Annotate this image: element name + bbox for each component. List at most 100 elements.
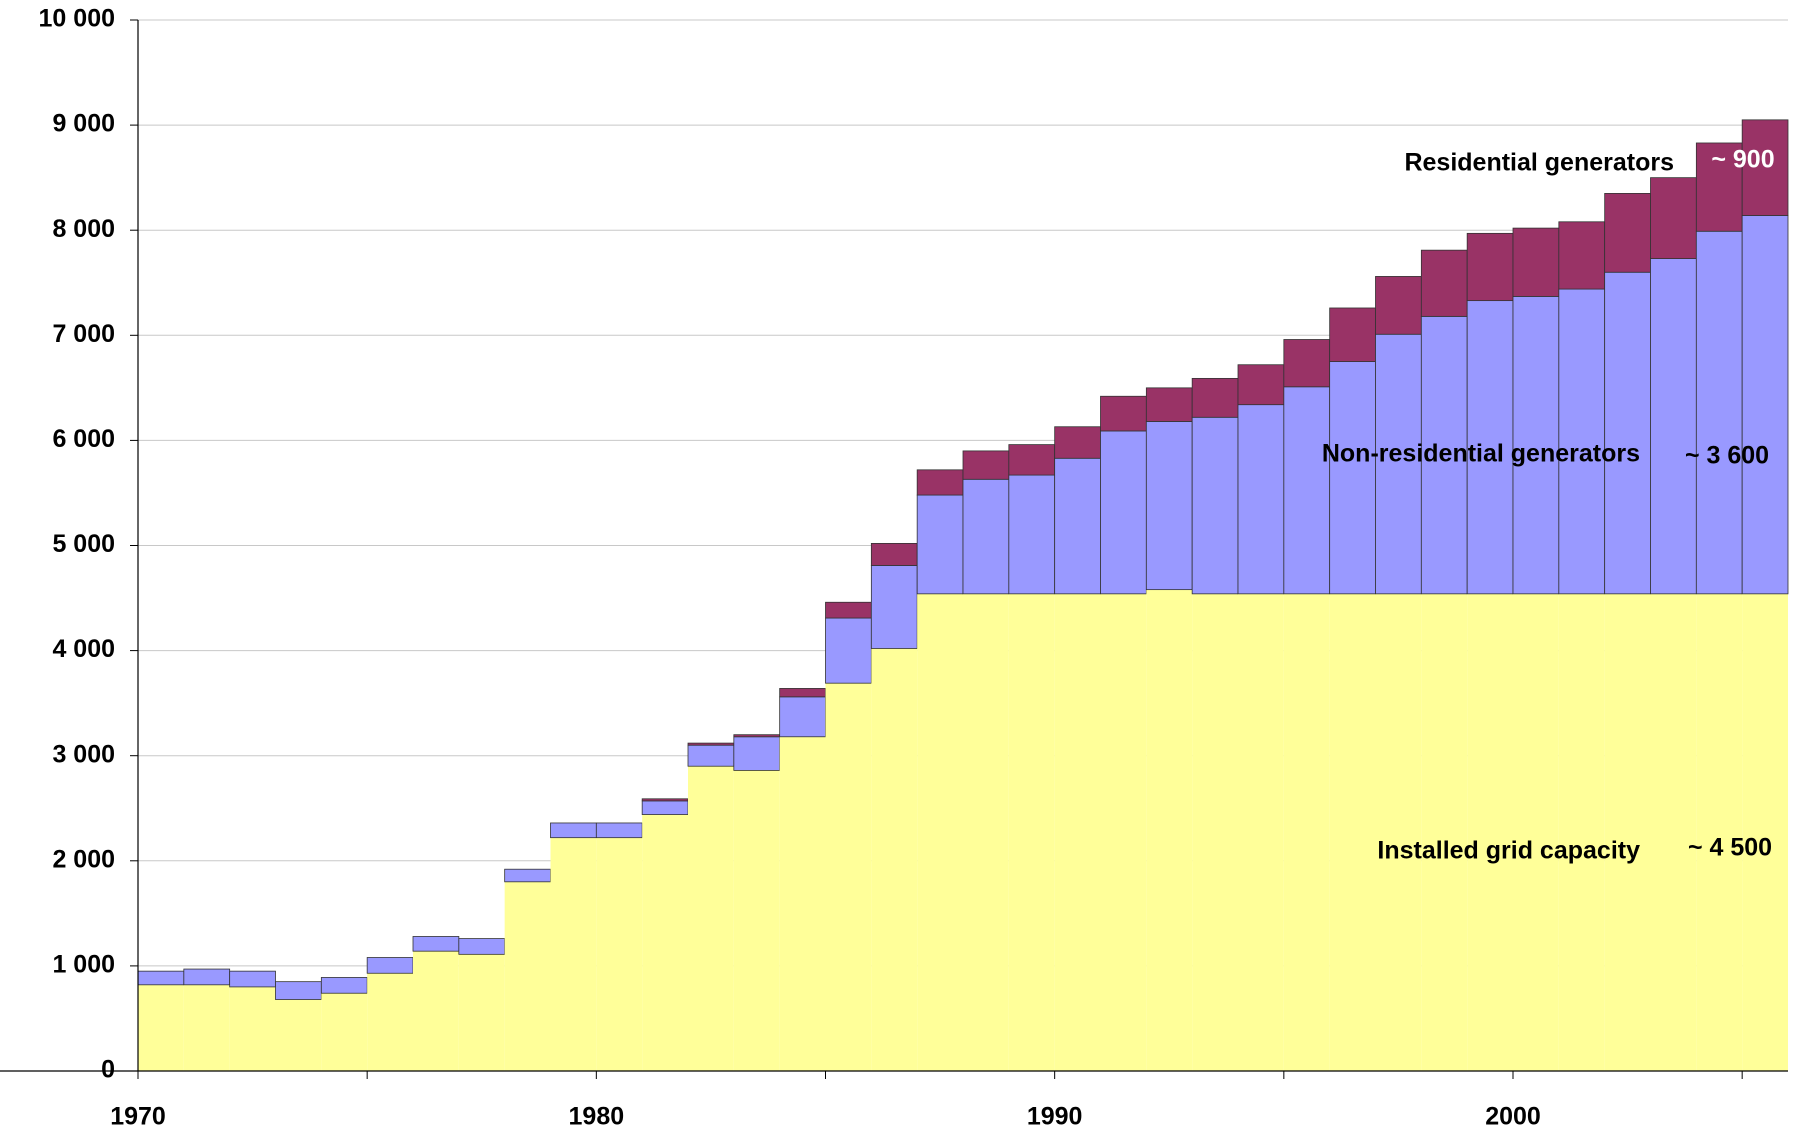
bar-segment [1741, 215, 1789, 595]
bar-segment [870, 565, 918, 649]
bar-segment [504, 881, 551, 1071]
bar-segment [962, 478, 1010, 595]
bar-segment [687, 744, 735, 767]
x-tick-label: 1970 [110, 1103, 166, 1131]
bar-segment [1283, 339, 1331, 388]
bar-segment [779, 688, 826, 698]
bar-segment [1650, 177, 1697, 259]
bar-segment [1650, 258, 1697, 595]
bar-segment [412, 936, 460, 952]
bar-segment [642, 814, 688, 1071]
bar-segment [871, 648, 918, 1071]
bar-segment [1283, 386, 1331, 595]
bar-segment [1146, 589, 1193, 1071]
bar-segment [1008, 593, 1055, 1071]
bar-segment [1329, 307, 1376, 362]
bar-segment [1650, 593, 1697, 1071]
bar-segment [1375, 276, 1422, 335]
bar-segment [733, 734, 781, 738]
bar-segment [1329, 361, 1376, 595]
y-tick-label: 8 000 [52, 215, 115, 243]
series-label: Non-residential generators [1322, 440, 1640, 468]
bar-segment [688, 766, 734, 1071]
annotation: ~ 900 [1711, 146, 1774, 174]
bar-segment [367, 973, 413, 1071]
y-tick-label: 3 000 [52, 740, 115, 768]
y-tick-label: 1 000 [52, 951, 115, 979]
bar-segment [320, 977, 368, 994]
bar-segment [825, 683, 872, 1071]
bar-segment [138, 984, 184, 1071]
bar-segment [1191, 377, 1239, 418]
y-tick-label: 6 000 [52, 425, 115, 453]
bar-segment [1008, 474, 1056, 595]
bar-segment [366, 957, 414, 974]
bar-segment [1512, 227, 1560, 297]
bar-segment [1513, 593, 1559, 1071]
bar-segment [1467, 593, 1513, 1071]
bar-segment [917, 593, 963, 1071]
bar-segment [1283, 593, 1330, 1071]
bar-segment [1054, 593, 1101, 1071]
y-tick-label: 2 000 [52, 845, 115, 873]
bar-segment [1420, 249, 1468, 317]
bar-segment [458, 938, 506, 955]
bar-segment [1329, 593, 1376, 1071]
y-tick-label: 7 000 [52, 320, 115, 348]
bar-segment [229, 986, 276, 1071]
series-label: Residential generators [1404, 149, 1674, 177]
bar-segment [458, 954, 505, 1071]
bar-segment [183, 968, 231, 986]
bar-segment [1696, 593, 1743, 1071]
bar-segment [550, 822, 597, 839]
bar-segment [962, 450, 1010, 480]
series-label: Installed grid capacity [1377, 837, 1640, 865]
bar-segment [916, 469, 964, 496]
bar-segment [1100, 430, 1147, 595]
bar-segment [504, 868, 551, 883]
bar-segment [550, 837, 597, 1071]
y-tick-label: 0 [101, 1056, 115, 1084]
bar-segment [1695, 230, 1743, 595]
bar-segment [1742, 593, 1788, 1071]
bar-segment [1695, 142, 1743, 232]
bar-segment [1421, 593, 1468, 1071]
bar-segment [1145, 421, 1193, 591]
annotation: ~ 3 600 [1685, 442, 1769, 470]
bar-segment [963, 593, 1009, 1071]
y-tick-label: 5 000 [52, 530, 115, 558]
bar-segment [1237, 364, 1285, 406]
bar-segment [641, 798, 689, 802]
bar-segment [595, 822, 643, 839]
bar-segment [1558, 221, 1606, 290]
x-tick-label: 1980 [569, 1103, 625, 1131]
bar-segment [596, 837, 643, 1071]
bar-segment [1558, 593, 1605, 1071]
y-tick-label: 10 000 [39, 5, 115, 33]
bar-segment [1558, 288, 1606, 595]
bar-segment [825, 617, 872, 684]
bar-segment [229, 970, 276, 988]
bar-segment [1192, 593, 1238, 1071]
bar-segment [870, 542, 918, 566]
bar-segment [733, 736, 781, 771]
bar-segment [641, 800, 689, 815]
bar-segment [1100, 593, 1147, 1071]
bar-segment [1741, 119, 1789, 216]
bar-segment [1191, 416, 1239, 595]
bar-segment [825, 601, 872, 619]
bar-segment [779, 696, 826, 738]
bar-segment [1145, 387, 1193, 422]
bar-segment [1238, 593, 1284, 1071]
bar-segment [1008, 444, 1056, 476]
y-tick-label: 9 000 [52, 110, 115, 138]
bar-segment [1375, 593, 1422, 1071]
bar-segment [1466, 232, 1514, 302]
bar-segment [779, 736, 826, 1071]
x-tick-label: 2000 [1485, 1103, 1541, 1131]
bar-segment [733, 770, 780, 1071]
bar-segment [275, 981, 322, 1000]
bar-segment [321, 993, 368, 1071]
bar-segment [1054, 426, 1101, 459]
